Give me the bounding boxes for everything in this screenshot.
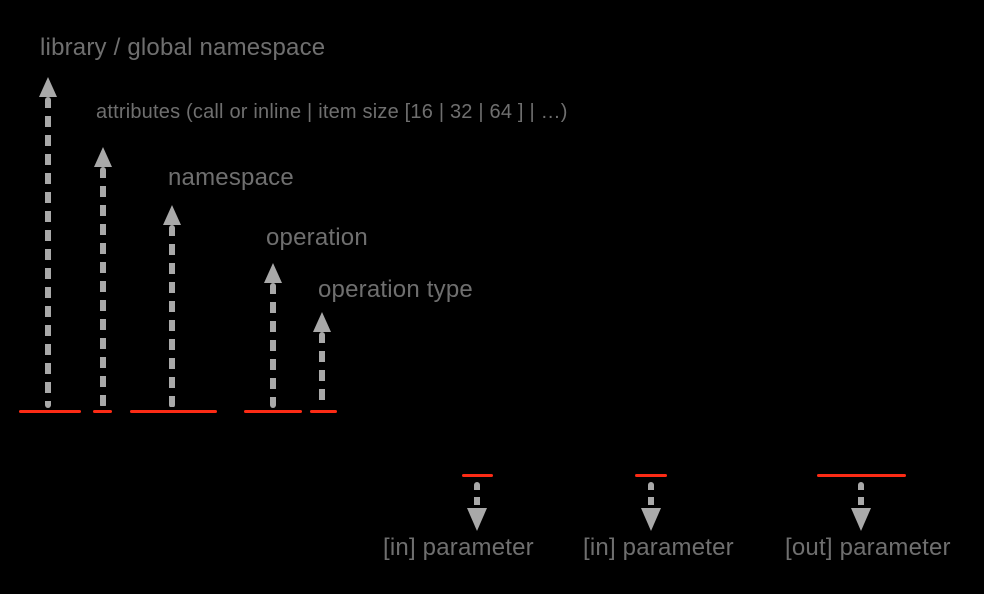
arrow-head: [851, 508, 871, 531]
arrow-down-icon: [851, 482, 871, 531]
arrow-up-icon: [94, 147, 112, 408]
arrow-head: [641, 508, 661, 531]
arrow-head: [264, 263, 282, 283]
arrow-shaft-dashed: [319, 332, 325, 408]
arrow-shaft-dashed: [45, 97, 51, 408]
arrow-down-icon: [641, 482, 661, 531]
red-underline-mark: [93, 410, 112, 413]
callout-label-operation: operation: [266, 224, 368, 251]
callout-label-namespace: namespace: [168, 164, 294, 191]
arrow-up-icon: [313, 312, 331, 408]
arrow-up-icon: [39, 77, 57, 408]
red-underline-mark: [635, 474, 667, 477]
arrow-shaft-dashed: [169, 225, 175, 408]
red-underline-mark: [244, 410, 302, 413]
arrow-down-icon: [467, 482, 487, 531]
callout-label-attributes: attributes (call or inline | item size […: [96, 101, 568, 123]
arrow-head: [39, 77, 57, 97]
arrow-shaft-dashed: [270, 283, 276, 408]
callout-label-in-parameter: [in] parameter: [583, 534, 734, 561]
arrow-head: [467, 508, 487, 531]
red-underline-mark: [310, 410, 337, 413]
arrow-shaft-dashed: [858, 482, 864, 508]
arrow-head: [313, 312, 331, 332]
arrow-head: [163, 205, 181, 225]
arrow-up-icon: [163, 205, 181, 408]
red-underline-mark: [130, 410, 217, 413]
arrow-head: [94, 147, 112, 167]
arrow-shaft-dashed: [474, 482, 480, 508]
red-underline-mark: [19, 410, 81, 413]
arrow-shaft-dashed: [648, 482, 654, 508]
red-underline-mark: [817, 474, 906, 477]
callout-label-operation-type: operation type: [318, 276, 473, 303]
callout-label-out-parameter: [out] parameter: [785, 534, 951, 561]
red-underline-mark: [462, 474, 493, 477]
callout-label-library-global-namespace: library / global namespace: [40, 34, 326, 61]
arrow-shaft-dashed: [100, 167, 106, 408]
callout-label-in-parameter: [in] parameter: [383, 534, 534, 561]
arrow-up-icon: [264, 263, 282, 408]
